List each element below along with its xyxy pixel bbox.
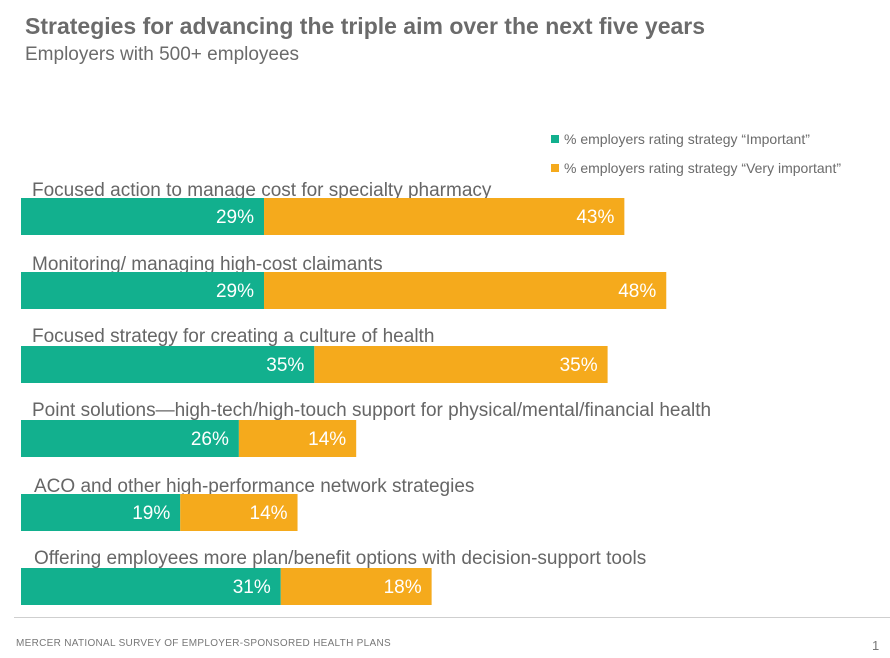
category-label: Focused strategy for creating a culture … [32, 326, 434, 347]
category-label: Focused action to manage cost for specia… [32, 180, 492, 201]
bar-very-important [314, 346, 608, 383]
category-label: ACO and other high-performance network s… [34, 476, 474, 497]
category-label: Offering employees more plan/benefit opt… [34, 548, 646, 569]
legend-swatch-important [551, 134, 559, 143]
data-label: 43% [576, 207, 614, 228]
category-label: Monitoring/ managing high-cost claimants [32, 254, 383, 275]
footer-source: MERCER NATIONAL SURVEY OF EMPLOYER-SPONS… [16, 638, 391, 649]
data-label: 35% [266, 355, 304, 376]
data-label: 29% [216, 281, 254, 302]
footer-divider [14, 617, 890, 618]
data-label: 31% [233, 577, 271, 598]
legend-item-important: % employers rating strategy “Important” [551, 124, 841, 153]
chart-subtitle: Employers with 500+ employees [25, 44, 300, 65]
bar-important [21, 568, 281, 605]
bar-important [21, 494, 181, 531]
legend-label-important: % employers rating strategy “Important” [564, 130, 810, 147]
page-number: 1 [872, 638, 880, 653]
chart-title: Strategies for advancing the triple aim … [25, 13, 706, 39]
legend-label-very-important: % employers rating strategy “Very import… [564, 159, 841, 176]
data-label: 29% [216, 207, 254, 228]
legend-item-very-important: % employers rating strategy “Very import… [551, 153, 841, 182]
stacked-bar-chart: Focused action to manage cost for specia… [21, 180, 711, 605]
bar-very-important [264, 198, 625, 235]
data-label: 14% [308, 429, 346, 450]
bar-very-important [180, 494, 298, 531]
data-label: 19% [132, 503, 170, 524]
bar-important [21, 272, 265, 309]
data-label: 48% [618, 281, 656, 302]
bar-important [21, 198, 265, 235]
bar-important [21, 346, 315, 383]
bar-very-important [238, 420, 357, 457]
category-label: Point solutions—high-tech/high-touch sup… [32, 400, 711, 421]
data-label: 26% [191, 429, 229, 450]
data-label: 14% [250, 503, 288, 524]
bar-important [21, 420, 239, 457]
data-label: 18% [384, 577, 422, 598]
bar-very-important [264, 272, 667, 309]
chart-legend: % employers rating strategy “Important” … [551, 124, 841, 182]
data-label: 35% [560, 355, 598, 376]
bar-very-important [280, 568, 432, 605]
legend-swatch-very-important [551, 163, 559, 172]
